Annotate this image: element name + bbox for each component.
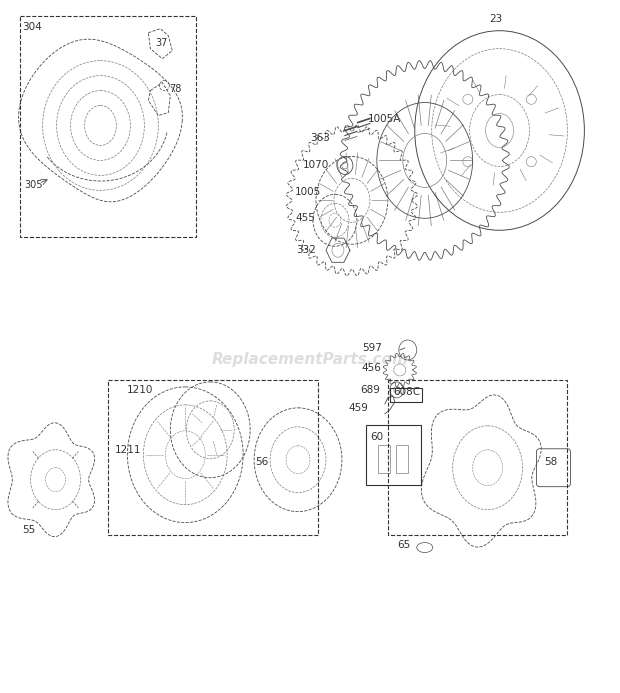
Text: 689: 689 [360,385,380,395]
Text: 37: 37 [156,37,168,48]
Text: 60: 60 [370,432,383,442]
Text: 608C: 608C [393,387,420,397]
Bar [108,380,318,534]
Text: 456: 456 [362,363,382,373]
Bar [378,445,390,473]
Text: 1210: 1210 [126,385,153,395]
Text: 65: 65 [397,540,410,550]
Bar [396,445,408,473]
Text: 78: 78 [169,84,182,94]
Text: 58: 58 [544,457,558,467]
Bar [390,388,422,402]
Text: 1005A: 1005A [368,114,401,123]
Bar [20,16,197,237]
Text: 455: 455 [295,213,315,223]
Text: 55: 55 [23,525,36,534]
Text: 597: 597 [362,343,382,353]
Text: 1070: 1070 [303,160,329,170]
Text: 363: 363 [310,134,330,143]
Text: 1005: 1005 [295,187,321,198]
Text: 305: 305 [25,180,43,191]
Bar [366,425,421,484]
Text: ReplacementParts.com: ReplacementParts.com [211,353,409,367]
Text: 23: 23 [490,14,503,24]
Text: 332: 332 [296,245,316,255]
Text: 1211: 1211 [115,445,141,455]
Text: 459: 459 [349,403,369,413]
Text: 304: 304 [23,21,42,32]
Text: 56: 56 [255,457,268,467]
Bar [388,380,567,534]
